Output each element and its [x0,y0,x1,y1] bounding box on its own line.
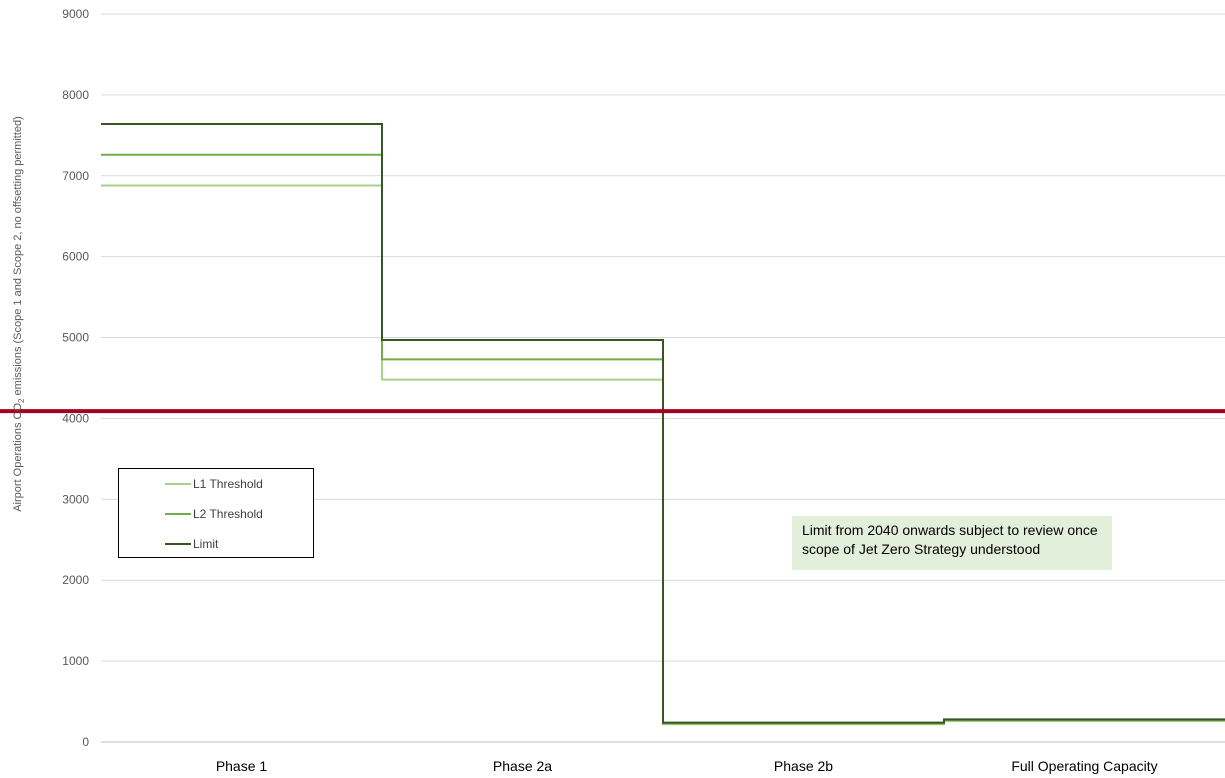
x-category-label: Full Operating Capacity [1011,758,1157,774]
y-tick-label: 6000 [62,250,89,264]
y-tick-label: 4000 [62,411,89,425]
legend: L1 Threshold L2 Threshold Limit [118,468,314,558]
y-tick-label: 9000 [62,7,89,21]
legend-swatch-l2 [165,513,191,515]
legend-item-limit: Limit [165,536,218,552]
y-axis-label-subscript: 2 [17,398,26,403]
x-category-label: Phase 1 [216,758,268,774]
series-limit [101,123,1225,724]
x-category-label: Phase 2b [774,758,833,774]
y-tick-label: 0 [82,735,89,749]
annotation-note: Limit from 2040 onwards subject to revie… [792,516,1112,570]
x-category-label: Phase 2a [493,758,552,774]
y-axis-label-part-2: emissions (Scope 1 and Scope 2, no offse… [12,116,24,398]
y-tick-label: 1000 [62,654,89,668]
y-tick-label: 8000 [62,88,89,102]
legend-label-l1: L1 Threshold [193,477,263,491]
y-tick-label: 7000 [62,169,89,183]
legend-label-l2: L2 Threshold [193,507,263,521]
y-axis-ticks: 0 1000 2000 3000 4000 5000 6000 7000 8000 9000 [62,7,89,749]
y-tick-label: 2000 [62,573,89,587]
legend-swatch-limit [165,543,191,545]
y-axis-label-part-1: Airport Operations CO [12,403,24,512]
y-tick-label: 5000 [62,331,89,345]
legend-swatch-l1 [165,483,191,485]
series-step-line [101,123,1225,724]
y-axis-label: Airport Operations CO2 emissions (Scope … [12,116,26,512]
x-axis-categories: Phase 1 Phase 2a Phase 2b Full Operating Ca… [216,758,1158,774]
series-lines [101,123,1225,726]
legend-item-l1: L1 Threshold [165,476,263,492]
legend-item-l2: L2 Threshold [165,506,263,522]
legend-label-limit: Limit [193,537,219,551]
y-tick-label: 3000 [62,492,89,506]
